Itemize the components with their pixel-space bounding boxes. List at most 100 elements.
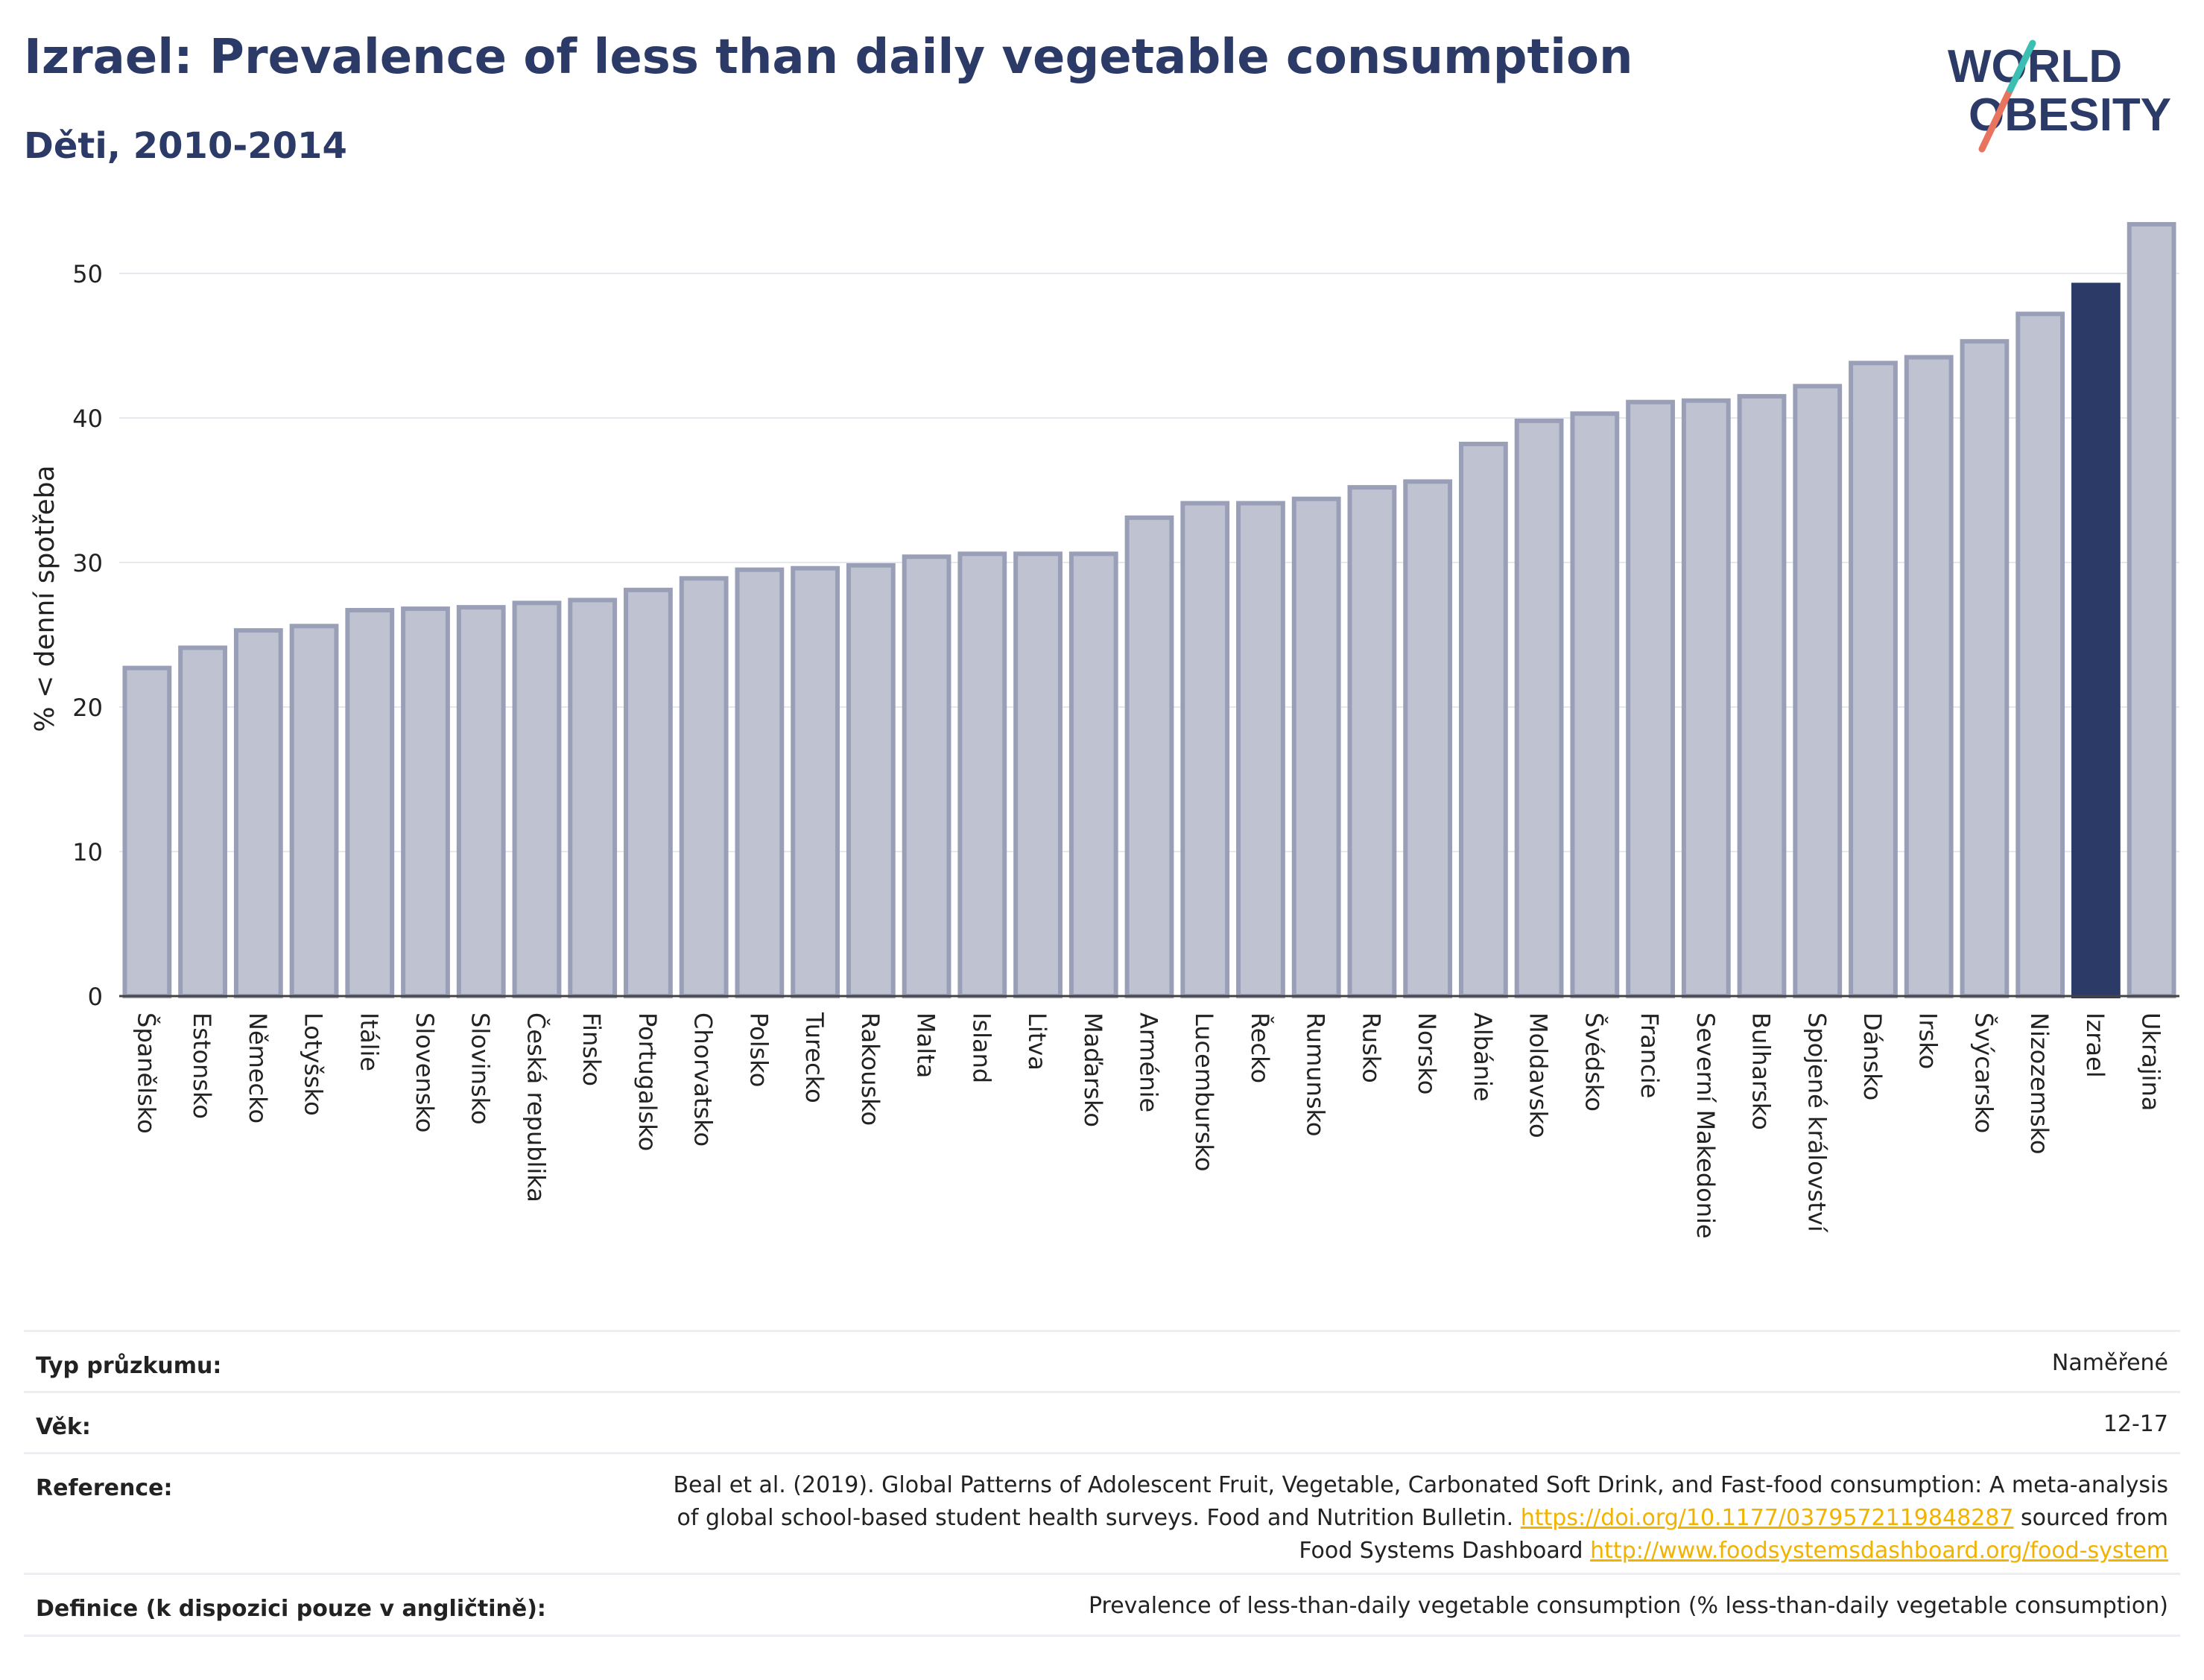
bar-Arménie [1124, 515, 1174, 998]
x-tick-label: Izrael [2081, 1012, 2109, 1078]
x-tick-label: Dánsko [1858, 1012, 1887, 1100]
x-tick-label: Spojené království [1802, 1012, 1831, 1233]
bar-Litva [1013, 551, 1063, 998]
y-tick-label: 10 [72, 838, 103, 866]
meta-label: Věk: [36, 1414, 91, 1440]
y-axis-label: % < denní spotřeba [30, 465, 60, 732]
bar-Malta [902, 554, 951, 998]
x-tick-label: Polsko [744, 1012, 773, 1087]
x-tick-label: Moldavsko [1524, 1012, 1553, 1138]
x-tick-label: Island [967, 1012, 995, 1083]
meta-value: Naměřené [2051, 1350, 2168, 1376]
logo-slash-upper [2007, 39, 2036, 93]
x-tick-label: Albánie [1469, 1012, 1497, 1102]
x-tick-label: Rusko [1357, 1012, 1385, 1083]
page-subtitle: Děti, 2010-2014 [24, 125, 347, 167]
x-tick-label: Malta [912, 1012, 940, 1078]
x-tick-label: Norsko [1413, 1012, 1441, 1094]
bar-Řecko [1236, 501, 1285, 998]
reference-source-name: Food Systems Dashboard [1299, 1538, 1583, 1564]
x-tick-label: Severní Makedonie [1691, 1012, 1720, 1239]
bar-Rusko [1347, 485, 1397, 998]
reference-text: Beal et al. (2019). Global Patterns of A… [455, 1469, 2168, 1568]
y-tick-labels: 0 10 20 30 40 50 [72, 260, 103, 1011]
meta-row-definition: Definice (k dispozici pouze v angličtině… [24, 1573, 2180, 1637]
logo-slash-lower [1978, 86, 2014, 153]
meta-label: Reference: [36, 1475, 173, 1501]
dashboard-link[interactable]: http://www.foodsystemsdashboard.org/food… [1590, 1538, 2168, 1564]
x-tick-label: Rumunsko [1302, 1012, 1330, 1136]
logo-line2: OBESITY [1969, 89, 2171, 141]
bar-Estonsko [178, 645, 227, 999]
meta-value: Prevalence of less-than-daily vegetable … [1088, 1593, 2168, 1619]
x-tick-label: Lotyšsko [300, 1012, 328, 1116]
bar-Slovinsko [456, 605, 506, 998]
y-tick-label: 30 [72, 549, 103, 577]
meta-label: Typ průzkumu: [36, 1353, 222, 1379]
x-tick-label: Arménie [1135, 1012, 1163, 1112]
meta-value: 12-17 [2103, 1411, 2168, 1437]
x-tick-label: Německo [244, 1012, 272, 1123]
bar-Francie [1626, 399, 1675, 998]
bar-Rakousko [846, 562, 896, 998]
bar-Moldavsko [1514, 418, 1564, 998]
x-tick-label: Bulharsko [1747, 1012, 1776, 1130]
y-tick-label: 20 [72, 694, 103, 722]
bar-Lotyšsko [289, 624, 339, 998]
metadata-table: Typ průzkumu: Naměřené Věk: 12-17 Refere… [24, 1330, 2180, 1643]
bar-Slovensko [401, 606, 450, 998]
reference-sourced-from: sourced from [2020, 1505, 2168, 1531]
world-obesity-logo: WORLD OBESITY [1948, 39, 2171, 153]
x-tick-label: Irsko [1914, 1012, 1942, 1069]
bar-Švýcarsko [1960, 339, 2010, 998]
bars [122, 222, 2176, 999]
x-tick-label: Řecko [1246, 1012, 1274, 1083]
x-tick-label: Turecko [800, 1012, 829, 1103]
meta-row-survey-type: Typ průzkumu: Naměřené [24, 1330, 2180, 1392]
meta-row-reference: Reference: Beal et al. (2019). Global Pa… [24, 1452, 2180, 1573]
bar-Itálie [345, 608, 395, 998]
x-tick-label: Rakousko [856, 1012, 884, 1126]
x-tick-label: Finsko [577, 1012, 606, 1086]
y-tick-label: 40 [72, 405, 103, 433]
doi-link[interactable]: https://doi.org/10.1177/0379572119848287 [1520, 1505, 2014, 1531]
x-tick-label: Ukrajina [2137, 1012, 2165, 1111]
x-tick-label: Lucembursko [1190, 1012, 1218, 1171]
x-tick-label: Česká republika [522, 1012, 551, 1202]
x-tick-label: Itálie [355, 1012, 383, 1071]
x-tick-label: Litva [1023, 1012, 1051, 1071]
y-tick-label: 0 [88, 983, 103, 1011]
x-tick-label: Švýcarsko [1969, 1012, 1998, 1133]
bar-Norsko [1403, 479, 1453, 998]
x-tick-label: Chorvatsko [689, 1012, 718, 1147]
x-tick-label: Španělsko [132, 1012, 161, 1134]
x-tick-label: Francie [1635, 1012, 1664, 1098]
bar-Dánsko [1849, 361, 1898, 998]
x-tick-label: Portugalsko [633, 1012, 662, 1151]
reference-line2: of global school-based student health su… [677, 1505, 1514, 1531]
bar-Finsko [568, 597, 618, 998]
bar-Nizozemsko [2015, 311, 2065, 998]
page-title: Izrael: Prevalence of less than daily ve… [24, 30, 1633, 85]
bar-Island [957, 551, 1007, 998]
y-tick-label: 50 [72, 260, 103, 288]
bar-Německo [233, 628, 283, 998]
bar-Severní Makedonie [1681, 398, 1731, 998]
bar-Turecko [791, 565, 840, 998]
x-tick-label: Maďarsko [1079, 1012, 1107, 1127]
bar-Polsko [735, 567, 785, 998]
bar-Rumunsko [1291, 496, 1341, 998]
bar-Lucembursko [1180, 501, 1230, 998]
bar-Izrael [2071, 282, 2121, 998]
logo-line1: WORLD [1948, 41, 2122, 92]
bar-Spojené království [1793, 384, 1843, 998]
x-tick-labels: Španělsko Estonsko Německo Lotyšsko Itálie Sl… [132, 1012, 2165, 1239]
bar-Maďarsko [1068, 551, 1118, 998]
bar-Portugalsko [624, 587, 673, 998]
bar-Švédsko [1570, 411, 1620, 998]
bar-Chorvatsko [679, 576, 729, 998]
meta-row-age: Věk: 12-17 [24, 1391, 2180, 1453]
bar-Irsko [1904, 355, 1954, 998]
bar-Španělsko [122, 665, 172, 998]
bar-Ukrajina [2127, 222, 2176, 998]
